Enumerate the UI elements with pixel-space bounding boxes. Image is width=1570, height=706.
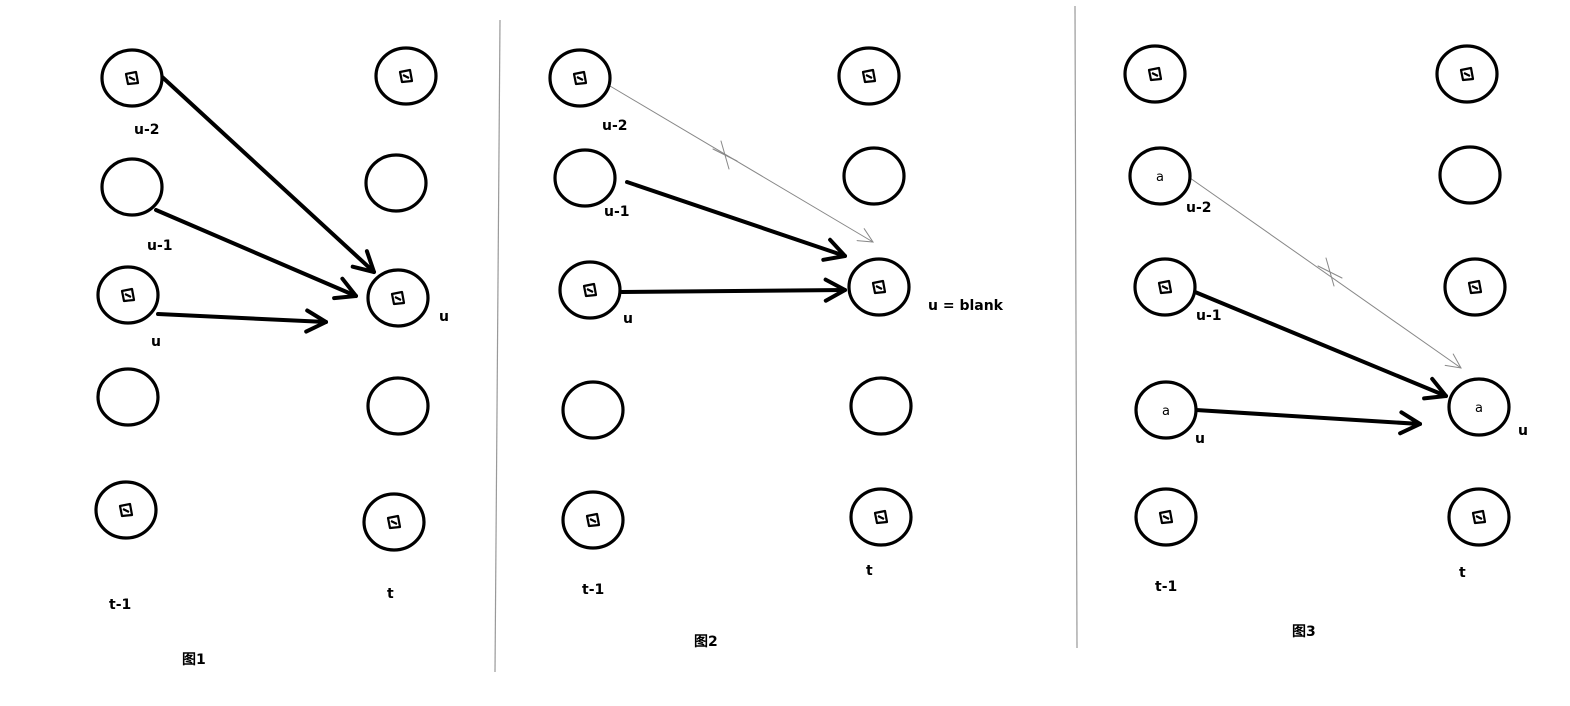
- panel-3-arrow-0: [1193, 290, 1448, 398]
- panel-1-scribble-icon-l4: [118, 502, 134, 518]
- panel-1-arrow-1: [154, 208, 358, 298]
- panel-3-blocked-path-0: [1189, 177, 1462, 369]
- panel-3-label-l1: u-2: [1186, 200, 1212, 216]
- panel-3-scribble-icon-r2: [1467, 279, 1483, 295]
- panel-1-arrow-2: [156, 312, 328, 324]
- panel-1-node-left-3: [96, 367, 160, 427]
- panel-3-node-letter-l1: a: [1156, 170, 1164, 185]
- panel-1-scribble-icon-r4: [386, 514, 402, 530]
- panel-3-label-l2: u-1: [1196, 308, 1222, 324]
- panel-3-blocked-arrowhead-0: [1444, 353, 1462, 369]
- panel-1-node-right-1: [364, 153, 428, 213]
- panel-1-arrow-0: [158, 73, 376, 274]
- panel-3-arrowhead-0: [1422, 376, 1448, 401]
- panel-2-node-left-3: [561, 380, 625, 440]
- panel-2-scribble-icon-l2: [582, 282, 598, 298]
- panel-3-scribble-icon-r4: [1471, 509, 1487, 525]
- panel-2-column-label-left: t-1: [582, 582, 604, 598]
- panel-2-label-l1: u-1: [604, 204, 630, 220]
- panel-2-caption: 图2: [694, 634, 718, 650]
- panel-2-scribble-icon-l0: [572, 70, 588, 86]
- panel-1-label-l1: u-1: [147, 238, 173, 254]
- panel-3-column-label-left: t-1: [1155, 579, 1177, 595]
- panel-separator-1: [494, 19, 501, 673]
- panel-3-node-letter-r3: a: [1475, 401, 1483, 416]
- panel-2-blocked-arrowhead-0: [856, 228, 874, 243]
- panel-2-column-label-right: t: [866, 563, 873, 579]
- panel-1-label-l2: u: [151, 334, 161, 350]
- panel-1-arrowhead-2: [304, 308, 328, 334]
- panel-3-scribble-icon-l4: [1158, 509, 1174, 525]
- panel-1-scribble-icon-r2: [390, 290, 406, 306]
- panel-3-arrow-1: [1194, 408, 1422, 426]
- panel-1-label-r2: u: [439, 309, 449, 325]
- nodes-layer: a a a: [94, 44, 1511, 552]
- panel-3-scribble-icon-l2: [1157, 279, 1173, 295]
- panel-2-scribble-icon-r2: [871, 279, 887, 295]
- panel-3-node-letter-l3: a: [1162, 404, 1170, 419]
- panel-1-column-label-right: t: [387, 586, 394, 602]
- panel-2-node-left-1: [553, 148, 617, 208]
- panel-2-arrowhead-0: [821, 237, 847, 262]
- panel-3-node-right-1: [1438, 145, 1502, 205]
- panel-3-label-l3: u: [1195, 431, 1205, 447]
- panel-1-label-l0: u-2: [134, 122, 160, 138]
- panel-3-label-r3: u: [1518, 423, 1528, 439]
- panel-2-cross-mark-icon-0: [712, 140, 738, 170]
- panel-2-arrow-0: [625, 180, 847, 258]
- panel-2-node-right-3: [849, 376, 913, 436]
- panel-2-node-right-1: [842, 146, 906, 206]
- edges-layer: [154, 73, 1462, 436]
- panel-separator-2: [1074, 5, 1078, 649]
- panel-3-column-label-right: t: [1459, 565, 1466, 581]
- panel-1-scribble-icon-r0: [398, 68, 414, 84]
- panel-3-node-left-3: [1134, 380, 1198, 440]
- panel-3-node-right-3: [1447, 377, 1511, 437]
- panel-1-scribble-icon-l2: [120, 287, 136, 303]
- panel-2-scribble-icon-l4: [585, 512, 601, 528]
- panel-1-arrowhead-1: [332, 276, 358, 301]
- panel-2-arrowhead-1: [823, 277, 847, 303]
- panel-2-label-l2: u: [623, 311, 633, 327]
- panel-3-scribble-icon-r0: [1459, 66, 1475, 82]
- panel-3-caption: 图3: [1292, 624, 1316, 640]
- panel-2-blocked-path-0: [609, 85, 874, 243]
- panel-2-arrow-1: [620, 288, 847, 294]
- panel-1-arrowhead-0: [350, 249, 376, 274]
- panel-2-label-r2: u = blank: [928, 298, 1004, 314]
- panel-2-scribble-icon-r4: [873, 509, 889, 525]
- panel-1-caption: 图1: [182, 652, 206, 668]
- panel-3-scribble-icon-l0: [1147, 66, 1163, 82]
- panel-1-node-right-3: [366, 376, 430, 436]
- panel-3-arrowhead-1: [1398, 410, 1422, 436]
- text-layer: u-2 u-1 u u t-1 t 图1 u-2 u-1 u u = blank t-1 t 图2 u-2 u…: [109, 118, 1528, 668]
- panel-1-scribble-icon-l0: [124, 70, 140, 86]
- panel-3-node-left-1: [1128, 146, 1192, 206]
- panel-1-node-left-1: [100, 157, 164, 217]
- panel-1-column-label-left: t-1: [109, 597, 131, 613]
- panel-2-label-l0: u-2: [602, 118, 628, 134]
- panel-3-cross-mark-icon-0: [1317, 257, 1343, 287]
- panel-2-scribble-icon-r0: [861, 68, 877, 84]
